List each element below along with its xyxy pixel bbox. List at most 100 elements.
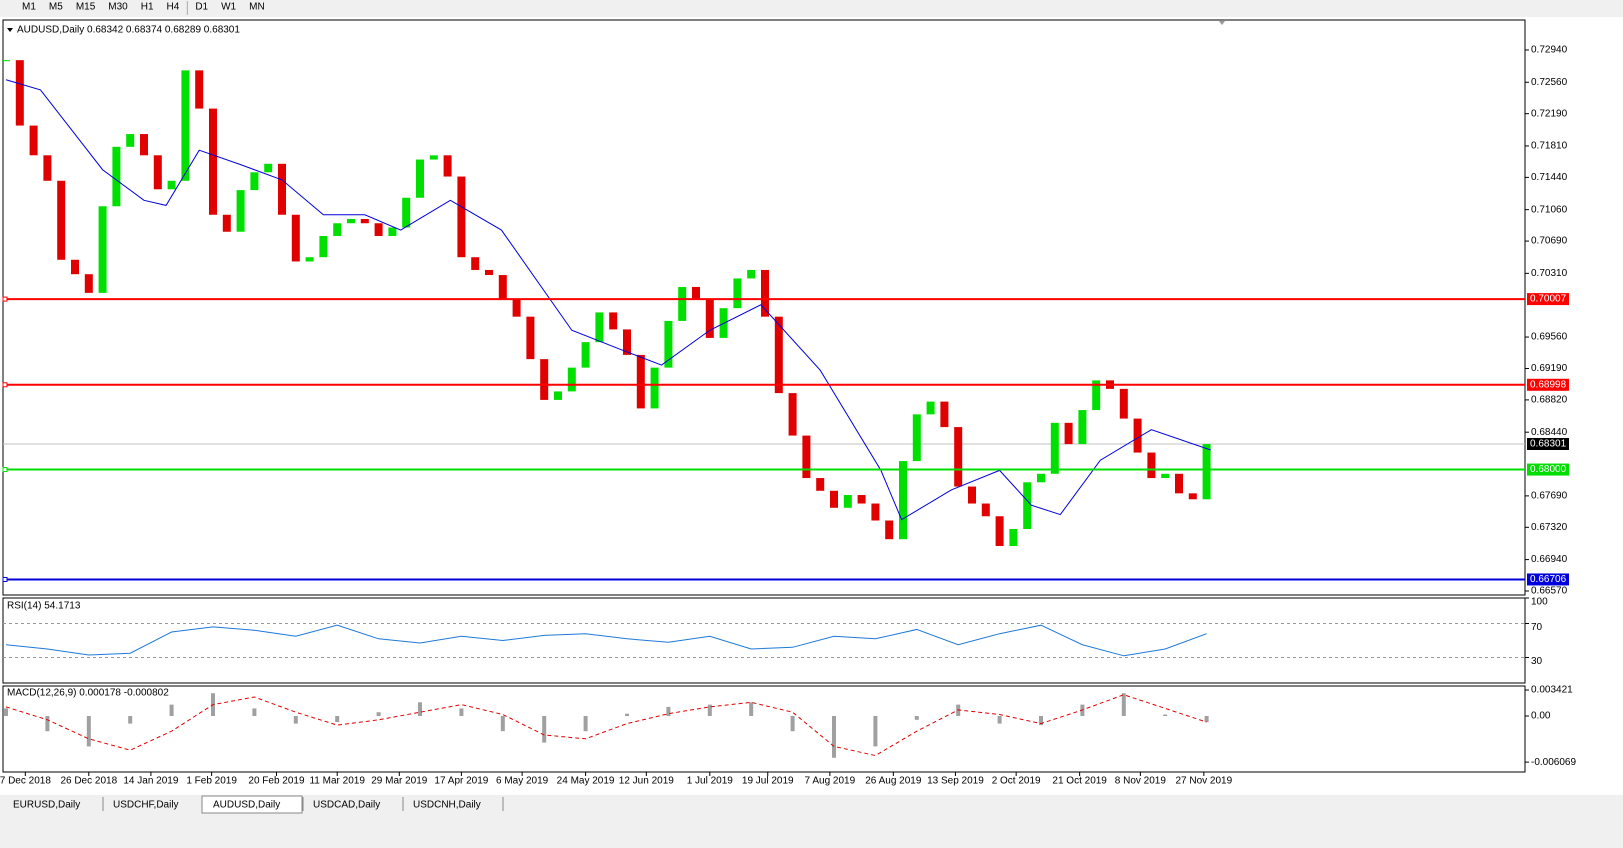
candle-body — [443, 155, 452, 177]
x-tick-label: 14 Jan 2019 — [123, 776, 178, 787]
candle-body — [830, 490, 838, 508]
x-tick-label: 1 Jul 2019 — [687, 776, 734, 787]
macd-bar — [542, 716, 547, 743]
candle-body — [885, 520, 894, 540]
candle-body — [650, 367, 659, 409]
candle-body — [926, 401, 935, 415]
timeframe-button[interactable]: MN — [249, 2, 265, 13]
level-box — [1527, 378, 1569, 391]
candle-body — [291, 214, 300, 262]
y-tick-label: 0.69560 — [1531, 332, 1568, 343]
candle-body — [305, 257, 314, 262]
current-price-box — [1527, 437, 1569, 450]
macd-bar — [832, 716, 836, 758]
x-tick-label: 29 Mar 2019 — [371, 776, 428, 787]
macd-bar — [45, 716, 50, 732]
chart-tab[interactable]: USDCHF,Daily — [113, 800, 179, 811]
macd-bar — [1204, 716, 1209, 723]
candle-body — [595, 312, 604, 343]
x-tick-label: 24 May 2019 — [557, 776, 615, 787]
x-tick-label: 20 Feb 2019 — [248, 776, 305, 787]
x-tick-label: 1 Feb 2019 — [186, 776, 237, 787]
candle-body — [733, 278, 742, 309]
x-tick-label: 19 Jul 2019 — [742, 776, 794, 787]
candle-body — [43, 155, 52, 181]
candle-body — [747, 269, 756, 279]
macd-bar — [335, 716, 340, 723]
candle-body — [581, 342, 590, 368]
x-tick-label: 26 Dec 2018 — [60, 776, 117, 787]
candle-body — [457, 176, 466, 258]
timeframe-button[interactable]: M5 — [49, 2, 63, 13]
candle-body — [1092, 380, 1101, 411]
timeframe-button[interactable]: M15 — [76, 2, 96, 13]
level-handle — [2, 467, 8, 473]
candle-body — [871, 503, 880, 521]
timeframe-button[interactable]: M1 — [22, 2, 36, 13]
y-tick-label: 0.00 — [1531, 711, 1551, 722]
current-price-label: 0.68301 — [1530, 439, 1567, 450]
candle-body — [954, 427, 963, 487]
candle-body — [222, 214, 231, 232]
candle-body — [1023, 482, 1032, 530]
macd-bar — [169, 704, 174, 717]
timeframe-button[interactable]: H1 — [141, 2, 154, 13]
candle-body — [540, 359, 549, 400]
y-tick-label: 0.71060 — [1531, 204, 1568, 215]
chart-tab[interactable]: USDCNH,Daily — [413, 800, 481, 811]
candle-body — [995, 516, 1004, 546]
macd-title: MACD(12,26,9) 0.000178 -0.000802 — [7, 688, 169, 699]
candle-body — [126, 134, 135, 147]
candle-body — [664, 320, 673, 368]
candle-body — [1188, 493, 1197, 500]
candle-body — [912, 414, 921, 462]
candle-body — [705, 299, 714, 338]
candle-body — [319, 235, 328, 258]
candle-body — [1133, 418, 1142, 453]
y-tick-label: 0.71810 — [1531, 141, 1568, 152]
macd-bar — [4, 708, 8, 717]
chart-tab[interactable]: USDCAD,Daily — [313, 800, 380, 811]
rsi-pane — [2, 597, 1526, 684]
candle-body — [374, 223, 383, 236]
x-tick-label: 7 Aug 2019 — [805, 776, 856, 787]
x-tick-label: 6 May 2019 — [496, 776, 549, 787]
candle-body — [402, 197, 411, 228]
macd-bar — [500, 716, 505, 732]
level-label: 0.66706 — [1530, 574, 1567, 585]
y-tick-label: 0.003421 — [1531, 685, 1573, 696]
macd-pane — [2, 685, 1526, 773]
x-tick-label: 12 Jun 2019 — [619, 776, 674, 787]
x-tick-label: 13 Sep 2019 — [927, 776, 984, 787]
main-pane — [2, 19, 1526, 596]
candle-body — [429, 155, 438, 160]
level-handle — [2, 382, 8, 388]
chart-tab[interactable]: AUDUSD,Daily — [213, 800, 280, 811]
candle-body — [278, 163, 286, 215]
timeframe-button[interactable]: H4 — [167, 2, 180, 13]
candle-body — [29, 125, 38, 156]
x-tick-label: 26 Aug 2019 — [865, 776, 922, 787]
x-tick-label: 2 Oct 2019 — [992, 776, 1041, 787]
candle-body — [678, 286, 687, 321]
timeframe-button[interactable]: W1 — [221, 2, 236, 13]
timeframe-button[interactable]: M30 — [108, 2, 128, 13]
candle-body — [526, 316, 535, 360]
candle-body — [181, 70, 190, 181]
candle-body — [857, 495, 866, 504]
candle-body — [774, 316, 783, 394]
candle-body — [98, 206, 107, 293]
timeframe-button[interactable]: D1 — [195, 2, 208, 13]
chart-tab[interactable]: EURUSD,Daily — [13, 800, 80, 811]
candle-body — [71, 259, 79, 275]
y-tick-label: 30 — [1531, 656, 1543, 667]
candle-body — [1161, 473, 1170, 479]
macd-bar — [583, 716, 588, 732]
macd-bar — [749, 702, 754, 717]
y-tick-label: 0.67320 — [1531, 522, 1568, 533]
candle-body — [567, 367, 576, 392]
candle-body — [57, 180, 66, 260]
candle-body — [1037, 473, 1045, 483]
y-tick-label: 0.72940 — [1531, 45, 1568, 56]
